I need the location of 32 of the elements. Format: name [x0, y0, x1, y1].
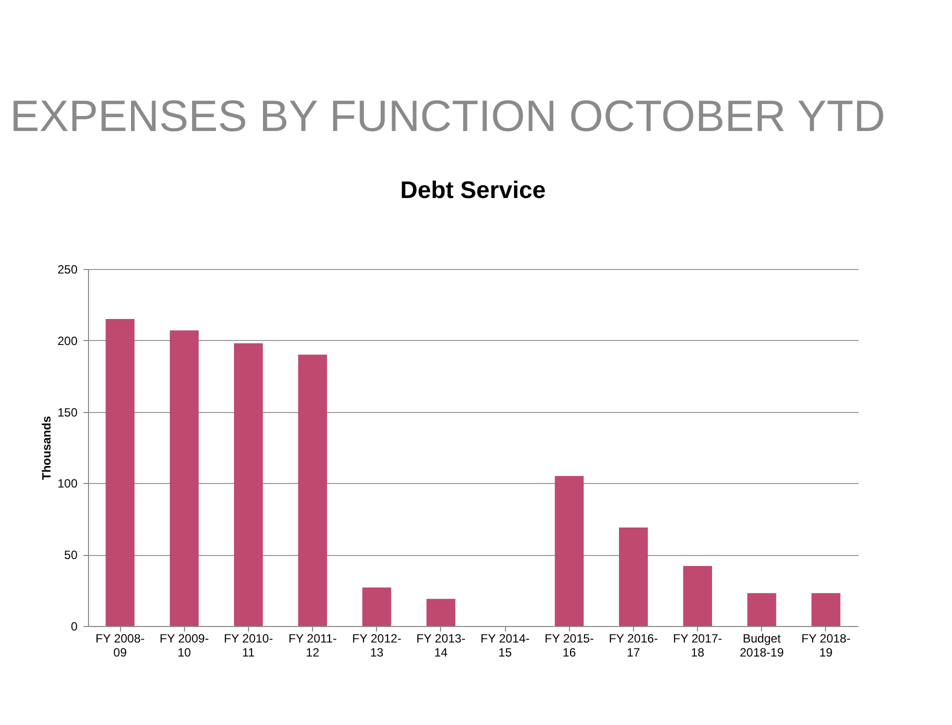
x-tick-label: FY 2008-09: [96, 632, 145, 660]
x-tick-label: FY 2012-13: [352, 632, 402, 660]
x-tick-label: FY 2009-10: [160, 632, 209, 660]
chart-subtitle: Debt Service: [400, 177, 546, 204]
bar: [811, 593, 840, 626]
x-tick-label: Budget 2018-19: [740, 632, 784, 660]
x-tick-label: FY 2017-18: [673, 632, 722, 660]
y-tick-label: 200: [57, 334, 78, 348]
chart-title: EXPENSES BY FUNCTION OCTOBER YTD: [10, 92, 886, 142]
x-tick-label: FY 2010-11: [224, 632, 273, 660]
x-tick-label: FY 2016-17: [608, 632, 658, 660]
bar: [234, 343, 263, 626]
x-tick-label: FY 2011-12: [288, 632, 337, 660]
x-tick-label: FY 2013-14: [416, 632, 466, 660]
bar: [170, 330, 199, 626]
bar: [747, 593, 776, 626]
y-tick-label: 250: [57, 262, 78, 276]
x-tick-label: FY 2018-19: [801, 632, 850, 660]
bar: [618, 527, 648, 626]
y-tick-label: 50: [64, 548, 78, 562]
bar: [298, 354, 328, 626]
y-tick-label: 150: [57, 405, 78, 420]
bar: [426, 598, 456, 626]
bar: [683, 566, 712, 626]
bar: [362, 587, 392, 626]
x-tick-label: FY 2014-15: [480, 632, 530, 660]
bar: [106, 318, 135, 626]
x-tick-label: FY 2015-16: [544, 632, 594, 660]
y-axis-title: Thousands: [39, 416, 54, 480]
y-tick-label: 0: [70, 620, 78, 634]
y-tick-label: 100: [57, 476, 78, 491]
bar: [554, 476, 584, 626]
